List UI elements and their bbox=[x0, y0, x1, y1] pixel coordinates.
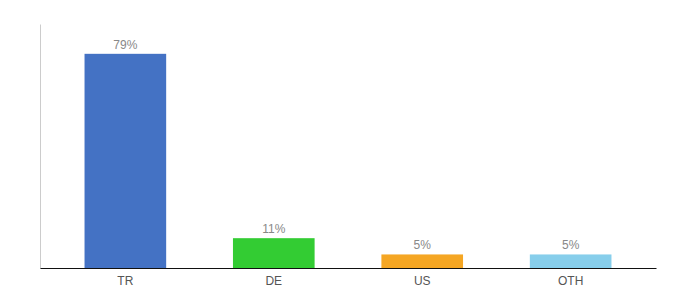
bar bbox=[381, 254, 463, 268]
x-axis-line bbox=[41, 268, 657, 269]
x-tick: US bbox=[414, 274, 431, 288]
y-axis-line bbox=[40, 25, 41, 269]
x-axis: TR DE US OTH bbox=[41, 269, 657, 288]
chart: TR DE US OTH 79% 11% 5% 5% bbox=[0, 0, 680, 300]
bar bbox=[530, 254, 612, 268]
x-tick-label: US bbox=[414, 274, 431, 288]
x-tick: OTH bbox=[558, 274, 583, 288]
x-tick-label: TR bbox=[117, 274, 133, 288]
plot: TR DE US OTH 79% 11% 5% 5% bbox=[41, 25, 657, 288]
bar bbox=[85, 54, 167, 268]
x-tick: TR bbox=[117, 274, 133, 288]
x-tick-label: DE bbox=[265, 274, 282, 288]
data-label: 5% bbox=[562, 238, 580, 252]
data-label: 5% bbox=[414, 238, 432, 252]
bars bbox=[85, 54, 612, 268]
x-tick-label: OTH bbox=[558, 274, 583, 288]
x-tick: DE bbox=[265, 274, 282, 288]
y-axis bbox=[40, 25, 41, 269]
bar bbox=[233, 238, 315, 268]
data-labels: 79% 11% 5% 5% bbox=[113, 38, 579, 253]
data-label: 79% bbox=[113, 38, 137, 52]
data-label: 11% bbox=[262, 222, 285, 236]
